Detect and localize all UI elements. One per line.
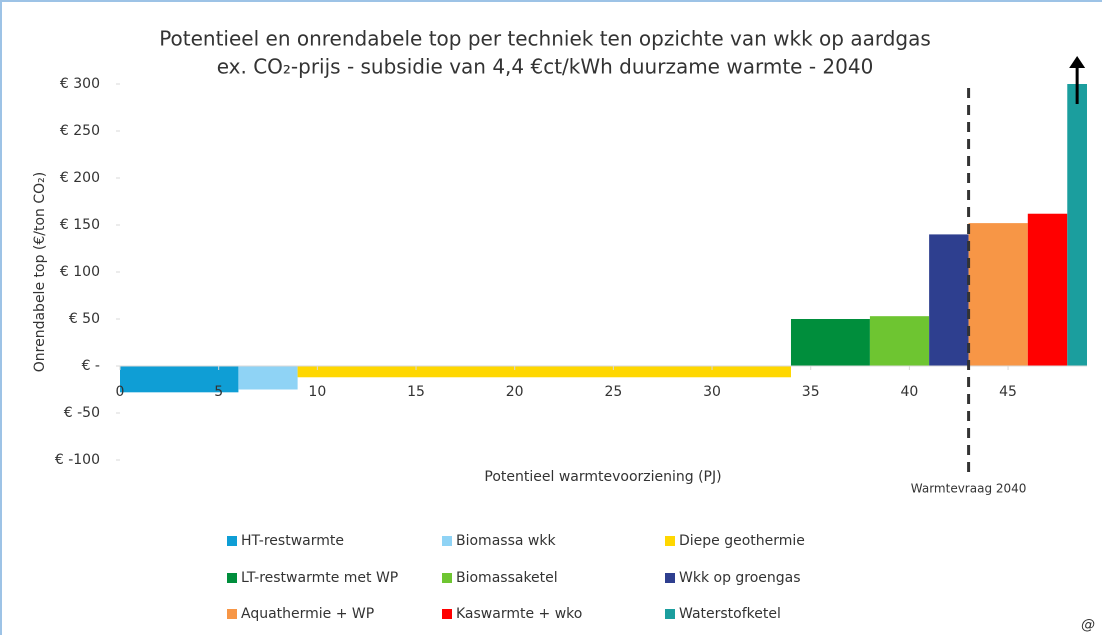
x-tick-label: 35	[802, 384, 820, 400]
legend-swatch	[227, 609, 237, 619]
legend-swatch	[227, 536, 237, 546]
overflow-arrow-head	[1069, 56, 1086, 68]
bar	[1067, 84, 1087, 366]
x-axis-label: Potentieel warmtevoorziening (PJ)	[484, 469, 721, 485]
x-tick-label: 10	[308, 384, 326, 400]
demand-label: Warmtevraag 2040	[911, 482, 1027, 496]
legend-swatch	[665, 536, 675, 546]
chart-title: Potentieel en onrendabele top per techni…	[159, 27, 931, 51]
bar	[238, 366, 298, 390]
legend-swatch	[665, 573, 675, 583]
y-tick-label: € 100	[60, 264, 100, 280]
bar	[297, 366, 791, 378]
legend-label: Waterstofketel	[679, 606, 781, 622]
chart-subtitle: ex. CO₂-prijs - subsidie van 4,4 €ct/kWh…	[217, 55, 874, 79]
bar	[120, 366, 239, 393]
legend-swatch	[442, 609, 452, 619]
x-tick-label: 5	[214, 384, 223, 400]
legend-label: LT-restwarmte met WP	[241, 570, 398, 586]
y-tick-label: € 300	[60, 76, 100, 92]
bar	[968, 223, 1028, 366]
legend-swatch	[665, 609, 675, 619]
y-tick-label: € 250	[60, 123, 100, 139]
x-tick-label: 25	[604, 384, 622, 400]
x-tick-label: 30	[703, 384, 721, 400]
x-tick-label: 40	[900, 384, 918, 400]
x-tick-label: 15	[407, 384, 425, 400]
legend-swatch	[227, 573, 237, 583]
legend-label: Aquathermie + WP	[241, 606, 374, 622]
legend-label: HT-restwarmte	[241, 533, 344, 549]
bar	[869, 316, 930, 366]
y-tick-label: € 50	[69, 311, 100, 327]
y-tick-label: € 150	[60, 217, 100, 233]
bar	[929, 234, 969, 366]
y-axis-label: Onrendabele top (€/ton CO₂)	[32, 172, 48, 372]
legend-label: Biomassaketel	[456, 570, 558, 586]
legend-label: Diepe geothermie	[679, 533, 805, 549]
legend-label: Wkk op groengas	[679, 570, 801, 586]
legend-label: Kaswarmte + wko	[456, 606, 582, 622]
x-tick-label: 45	[999, 384, 1017, 400]
legend-swatch	[442, 573, 452, 583]
y-tick-label: € -100	[55, 452, 100, 468]
x-tick-label: 20	[506, 384, 524, 400]
y-tick-label: € -	[82, 358, 100, 374]
legend-swatch	[442, 536, 452, 546]
bar	[1027, 213, 1068, 366]
y-tick-label: € 200	[60, 170, 100, 186]
logo: @	[1081, 617, 1095, 633]
legend-label: Biomassa wkk	[456, 533, 556, 549]
bar	[790, 319, 870, 366]
x-tick-label: 0	[116, 384, 125, 400]
y-tick-label: € -50	[64, 405, 100, 421]
